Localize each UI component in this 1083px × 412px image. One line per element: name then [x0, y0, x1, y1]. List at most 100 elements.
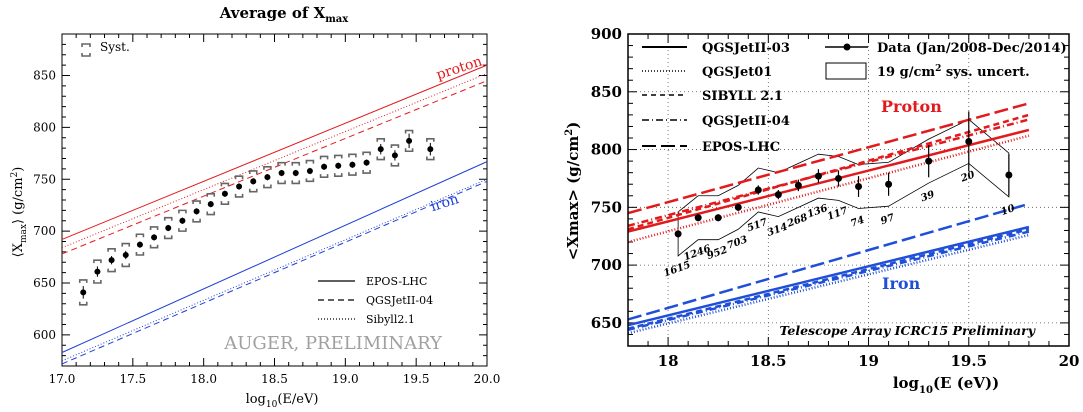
- syst-bracket-upper: [319, 155, 329, 160]
- syst-bracket-upper: [78, 279, 88, 283]
- event-count-label: 39: [919, 189, 936, 204]
- proton-annotation: proton: [434, 54, 484, 84]
- syst-bracket-lower: [78, 301, 88, 306]
- data-point: [377, 146, 384, 153]
- syst-bracket-lower: [305, 178, 315, 183]
- x-tick-label: 18.5: [750, 352, 787, 370]
- event-count-label: 314: [766, 221, 789, 238]
- syst-bracket-lower: [333, 173, 343, 177]
- syst-bracket-upper: [220, 182, 230, 187]
- syst-bracket-upper: [121, 242, 131, 247]
- x-axis-label: log10(E/eV): [246, 392, 319, 410]
- x-tick-label: 18.0: [190, 372, 217, 386]
- data-point: [122, 251, 129, 258]
- syst-bracket-upper: [234, 175, 244, 180]
- x-tick-label: 19: [858, 352, 879, 370]
- data-point: [335, 162, 342, 169]
- model-line-iron: [627, 202, 1030, 321]
- syst-bracket-upper: [192, 200, 201, 205]
- event-count-label: 10: [1000, 203, 1017, 218]
- syst-bracket-upper: [291, 161, 301, 166]
- syst-bracket-upper: [390, 144, 400, 149]
- x-tick-label: 18.5: [261, 372, 288, 386]
- syst-bracket-lower: [404, 148, 414, 153]
- data-point: [165, 225, 172, 232]
- data-point: [108, 257, 115, 264]
- syst-bracket-lower: [291, 180, 301, 185]
- model-line-proton: [61, 64, 488, 240]
- event-count-label: 117: [826, 205, 849, 222]
- data-point: [207, 201, 214, 208]
- data-point: [349, 161, 356, 168]
- event-count-label: 268: [785, 212, 809, 230]
- model-line-iron: [627, 228, 1030, 330]
- y-tick-label: 850: [33, 69, 56, 83]
- syst-bracket-lower: [426, 156, 435, 161]
- syst-bracket-lower: [220, 201, 230, 205]
- syst-bracket-upper: [149, 226, 159, 230]
- data-point: [694, 214, 702, 222]
- chart-title: Average of Xmax: [219, 4, 350, 25]
- y-tick-label: 650: [33, 276, 56, 290]
- syst-legend-bracket: [81, 53, 91, 57]
- sys-uncert-band: [677, 119, 1010, 257]
- y-tick-label: 600: [33, 328, 56, 342]
- x-tick-label: 18: [658, 352, 679, 370]
- syst-bracket-upper: [135, 233, 145, 238]
- syst-bracket-upper: [277, 161, 286, 166]
- legend-label-sysuncert: 19 g/cm2 sys. uncert.: [877, 64, 1030, 80]
- y-tick-label: 900: [591, 25, 622, 43]
- model-line-proton: [61, 80, 488, 255]
- y-axis-label: <Xmax> (g/cm2): [564, 122, 582, 261]
- preliminary-banner: Telescope Array ICRC15 Preliminary: [780, 323, 1036, 338]
- data-point: [80, 289, 87, 296]
- syst-bracket-lower: [376, 156, 386, 161]
- data-point: [193, 208, 200, 215]
- syst-bracket-lower: [362, 170, 371, 174]
- syst-bracket-lower: [135, 251, 145, 256]
- x-tick-label: 20: [1059, 352, 1080, 370]
- iron-annotation: Iron: [882, 274, 921, 293]
- model-line-iron: [627, 230, 1030, 332]
- syst-label: Syst.: [100, 40, 130, 54]
- data-point: [406, 137, 413, 144]
- syst-bracket-upper: [178, 209, 187, 214]
- data-point: [94, 268, 101, 275]
- syst-bracket-lower: [277, 180, 286, 185]
- data-point: [674, 230, 682, 238]
- y-tick-label: 750: [33, 172, 56, 186]
- data-point: [278, 170, 285, 177]
- syst-bracket-upper: [263, 166, 272, 170]
- legend-label-data: Data (Jan/2008-Dec/2014): [877, 41, 1067, 56]
- x-tick-label: 19.0: [332, 372, 359, 386]
- syst-bracket-lower: [149, 244, 159, 249]
- data-point: [714, 214, 722, 222]
- data-point: [774, 191, 782, 199]
- syst-legend-bracket: [81, 43, 91, 47]
- y-tick-label: 650: [591, 314, 622, 332]
- legend-label-qgsjet01: QGSJet01: [702, 65, 772, 80]
- syst-bracket-upper: [348, 153, 357, 158]
- x-tick-label: 17.0: [49, 372, 76, 386]
- x-tick-label: 19.5: [950, 352, 987, 370]
- legend: EPOS-LHC QGSJetII-04 Sibyll2.1: [318, 275, 433, 326]
- model-line-proton: [627, 102, 1030, 215]
- syst-bracket-upper: [163, 216, 173, 221]
- legend-swatch-sysuncert: [825, 62, 867, 80]
- syst-bracket-upper: [107, 247, 116, 252]
- syst-bracket-lower: [319, 174, 329, 178]
- data-point: [391, 152, 398, 159]
- model-line-iron: [627, 225, 1030, 327]
- syst-bracket-lower: [178, 228, 187, 232]
- data-point: [754, 186, 762, 194]
- event-count-label: 74: [849, 215, 866, 230]
- legend-label-sibyll: SIBYLL 2.1: [702, 89, 783, 104]
- model-line-iron: [61, 161, 488, 353]
- syst-bracket-upper: [206, 192, 216, 197]
- y-axis-label: ⟨Xmax⟩ (g/cm2): [10, 167, 29, 258]
- data-point: [1005, 171, 1013, 179]
- model-line-proton: [61, 72, 488, 249]
- legend-label-epos: EPOS-LHC: [366, 275, 427, 288]
- model-line-proton: [627, 128, 1030, 233]
- y-tick-label: 700: [33, 224, 56, 238]
